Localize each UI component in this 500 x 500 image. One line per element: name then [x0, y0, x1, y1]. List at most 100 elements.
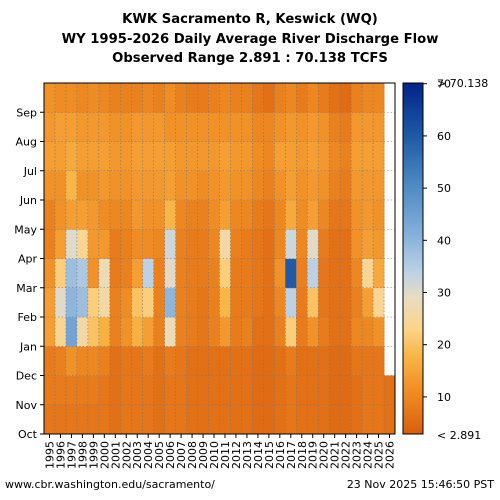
- x-tick-label: 2020: [318, 441, 331, 469]
- heatmap-cell: [131, 375, 144, 406]
- heatmap-cell: [252, 287, 264, 318]
- heatmap-cell: [307, 375, 319, 406]
- heatmap-cell: [307, 229, 319, 259]
- heatmap-cell: [120, 375, 133, 406]
- colorbar-tick-label: 40: [437, 234, 451, 247]
- heatmap-cell: [241, 141, 253, 172]
- heatmap-cell: [307, 200, 319, 230]
- heatmap-cell: [44, 141, 56, 172]
- heatmap-cell: [109, 346, 122, 376]
- heatmap-cell: [76, 112, 89, 142]
- x-tick-label: 2010: [208, 441, 221, 469]
- heatmap-cell: [120, 141, 133, 172]
- heatmap-cell: [285, 112, 297, 142]
- heatmap-cell: [142, 112, 155, 142]
- heatmap-cell: [120, 200, 133, 230]
- heatmap-cell: [142, 317, 155, 347]
- heatmap-cell: [197, 375, 209, 406]
- heatmap-cell: [230, 258, 242, 289]
- heatmap-cell: [329, 229, 341, 259]
- colorbar-tick-label: 50: [437, 182, 451, 195]
- heatmap-cell: [274, 258, 286, 289]
- x-tick-label: 2017: [285, 441, 298, 469]
- heatmap-cell: [54, 229, 67, 259]
- heatmap-cell: [241, 112, 253, 142]
- heatmap-cell: [307, 317, 319, 347]
- heatmap-cell: [120, 346, 133, 376]
- x-tick-label: 2019: [307, 441, 320, 469]
- heatmap-cell: [219, 112, 231, 142]
- heatmap-cell: [307, 141, 319, 172]
- x-tick-label: 2015: [263, 441, 276, 469]
- x-tick-label: 2025: [373, 441, 386, 469]
- heatmap-cell: [76, 229, 89, 259]
- heatmap-cell: [241, 258, 253, 289]
- x-tick-label: 1995: [43, 441, 56, 469]
- heatmap-cell: [230, 229, 242, 259]
- heatmap-cell: [131, 170, 144, 201]
- heatmap-cell: [120, 170, 133, 201]
- heatmap-cell: [252, 375, 264, 406]
- heatmap-cell: [142, 375, 155, 406]
- colorbar-max-label: > 70.138: [437, 77, 488, 90]
- y-tick-label: May: [14, 223, 37, 236]
- heatmap-cell: [230, 404, 242, 435]
- heatmap-cell: [164, 170, 177, 201]
- heatmap-cell: [54, 200, 67, 230]
- x-tick-label: 2016: [274, 441, 287, 469]
- heatmap-cell: [87, 404, 100, 435]
- heatmap-cell: [296, 141, 308, 172]
- heatmap-cell: [329, 375, 341, 406]
- heatmap-cell: [197, 112, 209, 142]
- x-axis-year-ticks: 1995199619971998199920002001200220032004…: [43, 434, 397, 469]
- heatmap-cell: [329, 404, 341, 435]
- x-tick-label: 2001: [109, 441, 122, 469]
- heatmap-cell: [241, 83, 253, 113]
- heatmap-cell: [263, 317, 275, 347]
- x-tick-label: 2002: [120, 441, 133, 469]
- heatmap-cell: [65, 170, 78, 201]
- heatmap-cell: [373, 83, 385, 113]
- heatmap-cell: [318, 83, 330, 113]
- heatmap-cell: [109, 317, 122, 347]
- heatmap-cell: [142, 200, 155, 230]
- heatmap-cell: [186, 287, 198, 318]
- heatmap-cell: [197, 258, 209, 289]
- heatmap-cell: [252, 112, 264, 142]
- heatmap-cell: [208, 317, 220, 347]
- heatmap-cell: [175, 258, 187, 289]
- heatmap-cell: [109, 404, 122, 435]
- heatmap-cell: [175, 112, 187, 142]
- heatmap-cell: [98, 229, 111, 259]
- heatmap-cell: [142, 229, 155, 259]
- heatmap-cell: [329, 141, 341, 172]
- heatmap-cell: [274, 317, 286, 347]
- heatmap-cell: [362, 287, 374, 318]
- heatmap-cell: [197, 404, 209, 435]
- heatmap-cell: [351, 404, 363, 435]
- heatmap-cell: [329, 112, 341, 142]
- heatmap-cell: [230, 346, 242, 376]
- heatmap-cell: [76, 170, 89, 201]
- heatmap-cell: [175, 346, 187, 376]
- heatmap-cell: [54, 112, 67, 142]
- heatmap-cell: [109, 170, 122, 201]
- heatmap-cell: [373, 404, 385, 435]
- heatmap-cell: [120, 287, 133, 318]
- heatmap-cell: [65, 141, 78, 172]
- heatmap-cell: [65, 200, 78, 230]
- heatmap-cell: [76, 141, 89, 172]
- heatmap-cell: [263, 229, 275, 259]
- heatmap-cell: [153, 83, 166, 113]
- heatmap-cell: [98, 287, 111, 318]
- heatmap-cell: [54, 83, 67, 113]
- heatmap-cell: [219, 170, 231, 201]
- heatmap-cell: [241, 200, 253, 230]
- heatmap-cell: [208, 229, 220, 259]
- heatmap-cell: [98, 141, 111, 172]
- heatmap-cell: [351, 317, 363, 347]
- heatmap-cell: [340, 317, 352, 347]
- heatmap-cell: [263, 287, 275, 318]
- heatmap-cell: [351, 375, 363, 406]
- heatmap-cell: [197, 229, 209, 259]
